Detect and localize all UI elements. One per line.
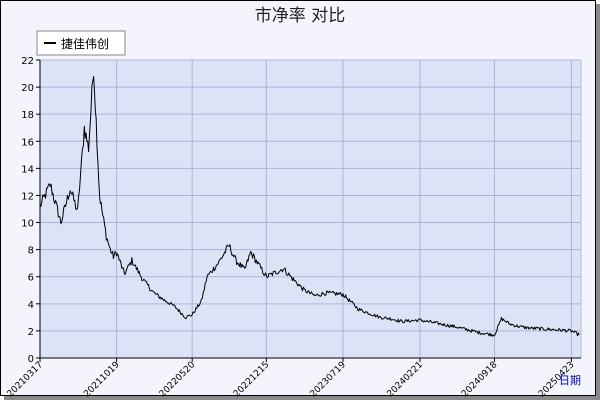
x-tick-label: 20230719	[309, 360, 349, 400]
x-axis: 20210317 20211019 20220520 20221215 20230719…	[6, 357, 581, 400]
x-tick-label: 20220520	[158, 360, 198, 400]
y-tick-label: 4	[28, 300, 34, 311]
y-tick-label: 14	[21, 164, 34, 175]
x-axis-label: 日期	[559, 374, 581, 387]
y-tick-label: 22	[21, 56, 34, 67]
y-tick-label: 12	[21, 191, 34, 202]
y-tick-label: 8	[28, 246, 34, 257]
x-tick-label: 20211019	[82, 360, 122, 400]
x-tick-label: 20210317	[6, 360, 45, 399]
chart-title: 市净率 对比	[255, 6, 345, 26]
x-tick-label: 20240918	[460, 360, 500, 400]
y-tick-label: 16	[21, 137, 34, 148]
y-tick-label: 10	[21, 219, 34, 230]
x-tick-label: 20221215	[232, 360, 271, 399]
y-tick-label: 2	[28, 327, 34, 338]
x-tick-label: 20240221	[386, 360, 425, 399]
plot-area	[39, 59, 582, 359]
series-line-0	[39, 76, 580, 337]
y-tick-label: 0	[28, 354, 34, 365]
y-tick-label: 18	[21, 110, 34, 121]
y-tick-label: 20	[21, 83, 34, 94]
series-layer	[39, 76, 580, 337]
legend-entry-0: 捷佳伟创	[61, 37, 109, 51]
y-axis: 0 2 4 6 8 10 12 14 16 18 20 22	[21, 56, 41, 365]
legend[interactable]: 捷佳伟创	[36, 30, 126, 56]
y-tick-label: 6	[28, 273, 34, 284]
